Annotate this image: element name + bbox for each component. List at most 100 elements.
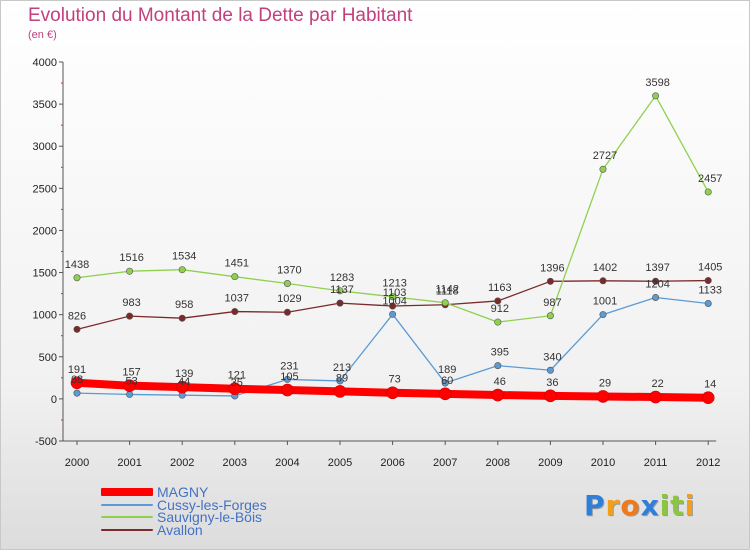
x-tick-label: 2004 [275,457,299,469]
data-label: 213 [333,362,351,374]
data-label: 395 [491,347,509,359]
data-point [336,287,344,295]
logo-letter: P [584,489,606,522]
chart-subtitle: (en €) [28,29,57,41]
x-tick-label: 2000 [65,457,89,469]
data-label: 2727 [593,150,617,162]
data-point [283,308,291,316]
data-label: 1396 [540,262,564,274]
logo-letter: o [620,489,641,522]
data-label: 340 [543,351,561,363]
series-layer [70,92,715,405]
x-tick-label: 2005 [328,457,352,469]
data-label: 35 [231,377,243,389]
data-point [441,379,449,387]
data-point [73,274,81,282]
data-label: 189 [438,364,456,376]
data-point [494,318,502,326]
x-tick-label: 2001 [117,457,141,469]
data-point [386,386,399,400]
data-point [283,280,291,288]
data-point [336,299,344,307]
y-tick-label: 4000 [33,57,57,69]
logo-letter: x [640,489,660,522]
data-labels: 191 157 139 121 105 89 73 60 46 36 29 22 14 68 53 44 35 2… [65,77,723,391]
data-label: 1142 [435,284,459,296]
axes: -500 0 500 1000 1500 2000 2500 3000 3500 4000 2000… [33,57,721,469]
legend-swatch [101,488,153,496]
data-label: 1118 [436,286,459,298]
data-point [546,312,554,320]
logo-letter: i [684,489,696,522]
data-point [389,293,397,301]
y-tick-label: 1000 [33,310,57,322]
data-point [123,379,136,392]
logo-letter: i [659,489,671,522]
legend-swatch [101,503,153,506]
data-label: 1004 [382,295,406,307]
data-point [546,366,554,374]
x-tick-label: 2006 [380,457,404,469]
data-point [704,188,712,196]
y-tick-label: 2500 [33,183,57,195]
data-label: 1370 [277,265,301,277]
data-point [333,385,347,398]
data-point [73,389,81,397]
data-label: 1516 [119,252,143,264]
y-tick-label: 2000 [33,225,57,237]
x-tick-label: 2010 [591,457,615,469]
data-point [599,311,607,319]
proxiti-logo: Proxiti [584,489,695,522]
data-point [599,277,607,285]
legend-label: Avallon [157,521,203,538]
data-label: 60 [441,375,453,387]
data-label: 1029 [277,293,301,305]
y-tick-label: -500 [35,436,57,448]
legend-swatch [101,528,153,531]
line-chart: -500 0 500 1000 1500 2000 2500 3000 3500 4000 2000… [33,57,723,469]
data-point [546,277,554,285]
data-label: 1137 [330,284,354,296]
data-label: 73 [388,374,400,386]
data-point [494,297,502,305]
data-label: 1283 [330,272,354,284]
data-label: 121 [228,370,246,382]
data-point [389,302,397,310]
data-label: 983 [122,297,140,309]
data-label: 157 [122,367,140,379]
data-label: 2457 [698,173,722,185]
data-point [231,273,239,281]
data-point [494,362,502,370]
data-point [704,299,712,307]
x-tick-label: 2007 [433,457,457,469]
data-point [231,308,239,316]
data-point [178,314,186,322]
data-label: 139 [175,368,193,380]
x-tick-label: 2012 [696,457,720,469]
legend-label: Cussy-les-Forges [157,496,267,513]
data-point [704,277,712,285]
data-label: 912 [491,303,509,315]
data-label: 68 [71,374,83,386]
data-point [701,391,715,405]
legend-label: Sauvigny-le-Bois [157,509,263,525]
data-point [126,267,134,275]
y-tick-label: 0 [51,394,57,406]
x-tick-label: 2002 [170,457,194,469]
data-label: 53 [125,375,137,387]
data-label: 29 [599,377,611,389]
x-tick-label: 2008 [486,457,510,469]
data-label: 1037 [225,293,249,305]
data-label: 14 [704,379,716,391]
data-point [441,299,449,307]
data-label: 958 [175,299,193,311]
data-label: 1451 [225,258,249,270]
legend-swatch [101,516,153,518]
data-point [283,375,291,383]
data-label: 1438 [65,259,89,271]
x-tick-label: 2003 [223,457,247,469]
data-label: 89 [336,372,348,384]
data-label: 987 [543,297,561,309]
data-label: 1001 [593,296,617,308]
data-label: 3598 [645,77,669,89]
